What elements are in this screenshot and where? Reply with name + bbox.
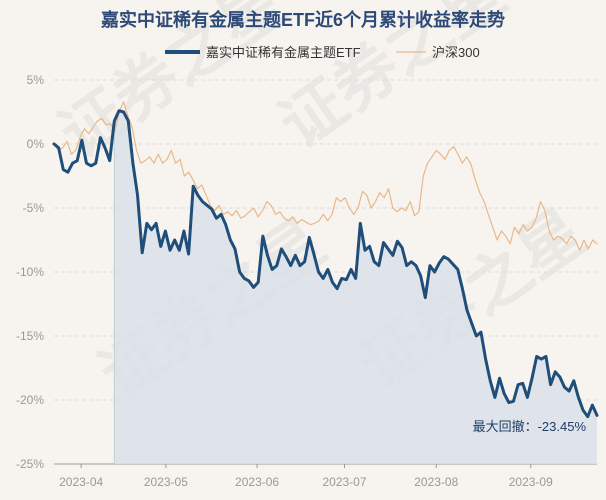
y-axis: 5% 0% -5% -10% -15% -20% -25% <box>16 73 44 471</box>
x-tick-label: 2023-06 <box>235 475 279 489</box>
y-tick-label: -5% <box>23 201 45 215</box>
series-line-hs300 <box>53 101 598 251</box>
x-tick-label: 2023-07 <box>322 475 366 489</box>
x-tick-label: 2023-08 <box>414 475 458 489</box>
max-drawdown-area <box>114 110 597 464</box>
legend: 嘉实中证稀有金属主题ETF 沪深300 <box>165 45 480 60</box>
x-axis: 2023-04 2023-05 2023-06 2023-07 2023-08 2023-… <box>59 464 553 489</box>
y-tick-label: -25% <box>16 457 44 471</box>
chart-title: 嘉实中证稀有金属主题ETF近6个月累计收益率走势 <box>100 9 505 30</box>
y-tick-label: 0% <box>27 137 45 151</box>
y-tick-label: -20% <box>16 393 44 407</box>
plot-area <box>52 101 599 464</box>
series-line-etf <box>52 109 599 419</box>
legend-label-etf: 嘉实中证稀有金属主题ETF <box>206 45 361 60</box>
y-tick-label: 5% <box>27 73 45 87</box>
x-tick-label: 2023-05 <box>144 475 188 489</box>
x-tick-label: 2023-09 <box>509 475 553 489</box>
x-tick-label: 2023-04 <box>59 475 103 489</box>
y-tick-label: -10% <box>16 265 44 279</box>
y-tick-label: -15% <box>16 329 44 343</box>
max-drawdown-annotation: 最大回撤：-23.45% <box>473 419 587 434</box>
legend-label-hs300: 沪深300 <box>432 45 480 60</box>
